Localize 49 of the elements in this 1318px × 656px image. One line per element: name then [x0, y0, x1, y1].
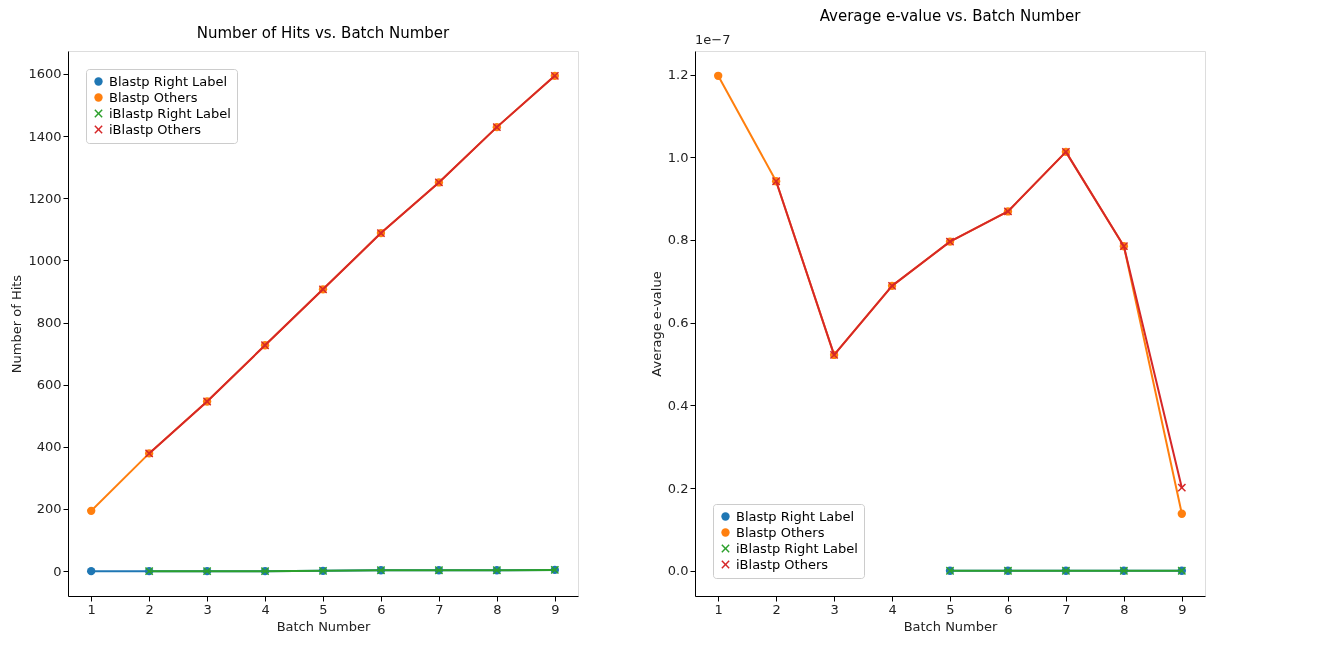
text: 1e−7 — [695, 32, 731, 47]
legend-label: iBlastp Right Label — [736, 540, 858, 556]
y-tick-label: 1600 — [28, 66, 62, 82]
y-tick-label: 0.0 — [667, 563, 689, 579]
y-tick-label: 0.4 — [667, 397, 689, 413]
legend-label: iBlastp Right Label — [109, 105, 231, 121]
legend-label: iBlastp Others — [736, 556, 829, 572]
y-tick-label: 200 — [36, 501, 62, 517]
legend-label: Blastp Others — [109, 89, 198, 105]
y-tick-label: 800 — [36, 315, 62, 331]
legend-label: Blastp Right Label — [736, 508, 855, 524]
y-tick-label: 1200 — [28, 190, 62, 206]
x-tick-label: 5 — [946, 601, 955, 617]
y-axis-title: Average e-value — [648, 271, 664, 377]
x-tick-label: 9 — [1178, 601, 1187, 617]
x-axis-title: Batch Number — [276, 618, 372, 634]
x-tick-label: 6 — [1004, 601, 1013, 617]
x-tick-label: 5 — [319, 601, 328, 617]
x-tick-label: 3 — [830, 601, 839, 617]
x-tick-label: 9 — [551, 601, 560, 617]
y-tick-label: 400 — [36, 439, 62, 455]
legend-label: Blastp Right Label — [109, 73, 228, 89]
x-tick-label: 8 — [1120, 601, 1129, 617]
y-tick-label: 1000 — [28, 252, 62, 268]
y-tick-label: 600 — [36, 377, 62, 393]
x-tick-label: 4 — [261, 601, 270, 617]
x-tick-label: 7 — [435, 601, 444, 617]
legend-label: Blastp Others — [736, 524, 825, 540]
x-tick-label: 7 — [1062, 601, 1071, 617]
x-tick-label: 8 — [493, 601, 502, 617]
chart-title: Average e-value vs. Batch Number — [819, 7, 1082, 25]
y-tick-label: 1.2 — [667, 67, 689, 83]
x-tick-label: 1 — [714, 601, 723, 617]
y-tick-label: 0.2 — [667, 480, 689, 496]
x-tick-label: 2 — [772, 601, 781, 617]
y-tick-label: 1400 — [28, 128, 62, 144]
y-axis-title: Number of Hits — [9, 274, 25, 374]
x-tick-label: 1 — [87, 601, 96, 617]
x-tick-label: 2 — [145, 601, 154, 617]
x-tick-label: 6 — [377, 601, 386, 617]
y-tick-label: 0.8 — [667, 232, 689, 248]
x-tick-label: 4 — [888, 601, 897, 617]
y-tick-label: 0.6 — [667, 315, 689, 331]
y-tick-label: 0 — [53, 563, 62, 579]
chart-title: Number of Hits vs. Batch Number — [196, 24, 451, 42]
x-axis-title: Batch Number — [903, 618, 999, 634]
y-tick-label: 1.0 — [667, 149, 689, 165]
x-tick-label: 3 — [203, 601, 212, 617]
legend-label: iBlastp Others — [109, 121, 202, 137]
